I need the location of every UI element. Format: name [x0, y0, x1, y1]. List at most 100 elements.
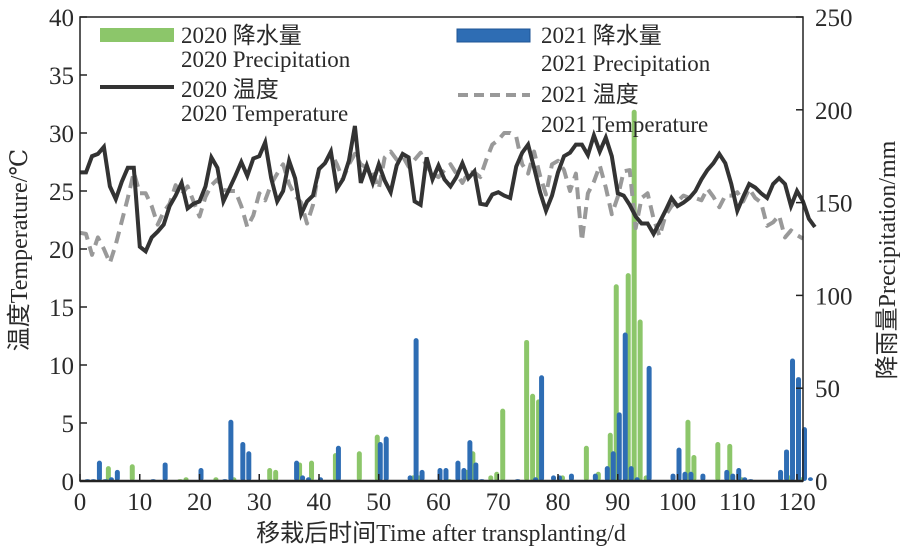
x-axis-label: 移栽后时间Time after transplanting/d [256, 520, 626, 547]
bar-2020-day-75 [524, 339, 530, 481]
bar-2021-day-51 [383, 436, 389, 481]
bar-2021-day-92 [628, 466, 634, 481]
bar-2020-day-69 [488, 475, 494, 481]
legend-text: 2021 温度 [541, 82, 639, 107]
bar-2021-day-50 [377, 442, 383, 481]
legend-swatch-green-bar [100, 28, 174, 42]
x-tick-label: 10 [127, 489, 152, 516]
y-left-tick-label: 40 [49, 5, 74, 32]
bar-2020-day-32 [267, 468, 273, 481]
bar-2021-day-99 [670, 473, 676, 481]
x-tick-label: 120 [778, 489, 816, 516]
y-right-tick-label: 150 [815, 191, 853, 218]
bar-2020-day-85 [583, 445, 589, 481]
bar-2021-day-119 [790, 358, 796, 481]
x-tick-label: 0 [74, 489, 87, 516]
y-left-tick-label: 0 [62, 469, 75, 496]
legend-text: 2020 Precipitation [181, 47, 351, 72]
bar-2021-day-63 [455, 460, 461, 481]
bar-2021-day-25 [228, 419, 234, 481]
bar-2021-day-118 [784, 449, 790, 481]
x-tick-label: 70 [486, 489, 511, 516]
y-left-tick-label: 30 [49, 121, 74, 148]
x-ticks: 0 10 20 30 40 50 60 70 80 90 100 110 120 [74, 474, 816, 516]
bar-2021-day-6 [114, 469, 120, 481]
legend: 2020 降水量 2020 Precipitation 2020 温度 2020… [100, 23, 711, 137]
y-left-tick-label: 25 [49, 179, 74, 206]
legend-text: 2020 温度 [181, 77, 279, 102]
bar-2021-day-100 [676, 447, 682, 481]
legend-text: 2021 降水量 [541, 23, 662, 48]
bar-2021-day-28 [246, 451, 252, 481]
y-right-tick-label: 100 [815, 283, 853, 310]
bar-2021-day-56 [413, 338, 419, 481]
legend-swatch-blue-bar [456, 28, 531, 43]
bar-2020-day-5 [105, 466, 111, 481]
bar-2021-day-57 [419, 469, 425, 481]
bar-2021-day-79 [551, 475, 557, 481]
y-left-ticks: 0 5 10 15 20 25 30 35 40 [49, 5, 87, 496]
bar-2021-day-102 [688, 471, 694, 481]
y-right-tick-label: 250 [815, 5, 853, 32]
bar-2021-day-77 [539, 375, 545, 481]
bar-2020-day-102 [685, 419, 691, 481]
y-left-tick-label: 20 [49, 237, 74, 264]
x-tick-label: 60 [426, 489, 451, 516]
bars-2021-precipitation [84, 332, 813, 481]
bar-2020-day-76 [530, 393, 536, 481]
bar-2021-day-43 [335, 445, 341, 481]
bar-2021-day-88 [604, 466, 610, 481]
y-right-tick-label: 0 [815, 469, 828, 496]
bar-2021-day-117 [778, 469, 784, 481]
bar-2020-day-71 [500, 408, 506, 481]
bar-2021-day-36 [294, 460, 300, 481]
bar-2021-day-104 [700, 473, 706, 481]
y-left-tick-label: 35 [49, 63, 74, 90]
bar-2021-day-14 [162, 462, 168, 481]
y-right-ticks: 0 50 100 150 200 250 [796, 5, 853, 496]
bar-2021-day-109 [730, 473, 736, 481]
bar-2021-day-120 [796, 377, 801, 481]
x-tick-label: 100 [659, 489, 697, 516]
bar-2021-day-89 [610, 451, 616, 481]
legend-item-2021-temperature: 2021 温度 2021 Temperature [458, 82, 708, 137]
y-left-tick-label: 5 [62, 411, 75, 438]
legend-text: 2020 降水量 [181, 23, 302, 48]
y-left-axis-label: 温度Temperature/℃ [6, 149, 33, 351]
legend-text: 2021 Temperature [541, 112, 708, 137]
bar-2021-day-55 [407, 475, 413, 481]
bar-2020-day-39 [309, 460, 315, 481]
bar-2021-day-108 [724, 469, 730, 481]
legend-item-2020-precipitation: 2020 降水量 2020 Precipitation [100, 23, 351, 72]
legend-text: 2020 Temperature [181, 101, 348, 126]
bar-2021-day-91 [622, 332, 628, 481]
x-tick-label: 90 [605, 489, 630, 516]
y-left-tick-label: 10 [49, 353, 74, 380]
y-right-tick-label: 50 [815, 376, 840, 403]
y-right-tick-label: 200 [815, 98, 853, 125]
bar-2020-day-94 [637, 319, 643, 481]
line-2021-temperature [79, 131, 805, 265]
bar-2020-day-93 [631, 109, 637, 482]
x-tick-label: 30 [247, 489, 272, 516]
bar-2021-day-3 [96, 460, 102, 481]
bar-2021-day-27 [240, 442, 246, 481]
y-right-axis-label: 降雨量Precipitation/mm [874, 140, 901, 379]
bar-2021-day-66 [473, 462, 479, 481]
bar-2021-day-90 [616, 412, 622, 481]
bar-2021-day-64 [461, 468, 467, 481]
x-tick-label: 20 [187, 489, 212, 516]
bar-2020-day-47 [356, 451, 362, 481]
line-2020-temperature [80, 125, 817, 255]
legend-item-2021-precipitation: 2021 降水量 2021 Precipitation [456, 23, 711, 76]
bar-2021-day-95 [646, 365, 652, 481]
bar-2021-day-86 [592, 473, 598, 481]
y-left-tick-label: 15 [49, 295, 74, 322]
bar-2021-day-122 [807, 477, 813, 481]
x-tick-label: 110 [719, 489, 756, 516]
bar-2020-day-9 [129, 464, 135, 481]
bar-2021-day-65 [467, 440, 473, 481]
bar-2021-day-61 [443, 468, 449, 481]
bar-2020-day-107 [715, 442, 721, 481]
